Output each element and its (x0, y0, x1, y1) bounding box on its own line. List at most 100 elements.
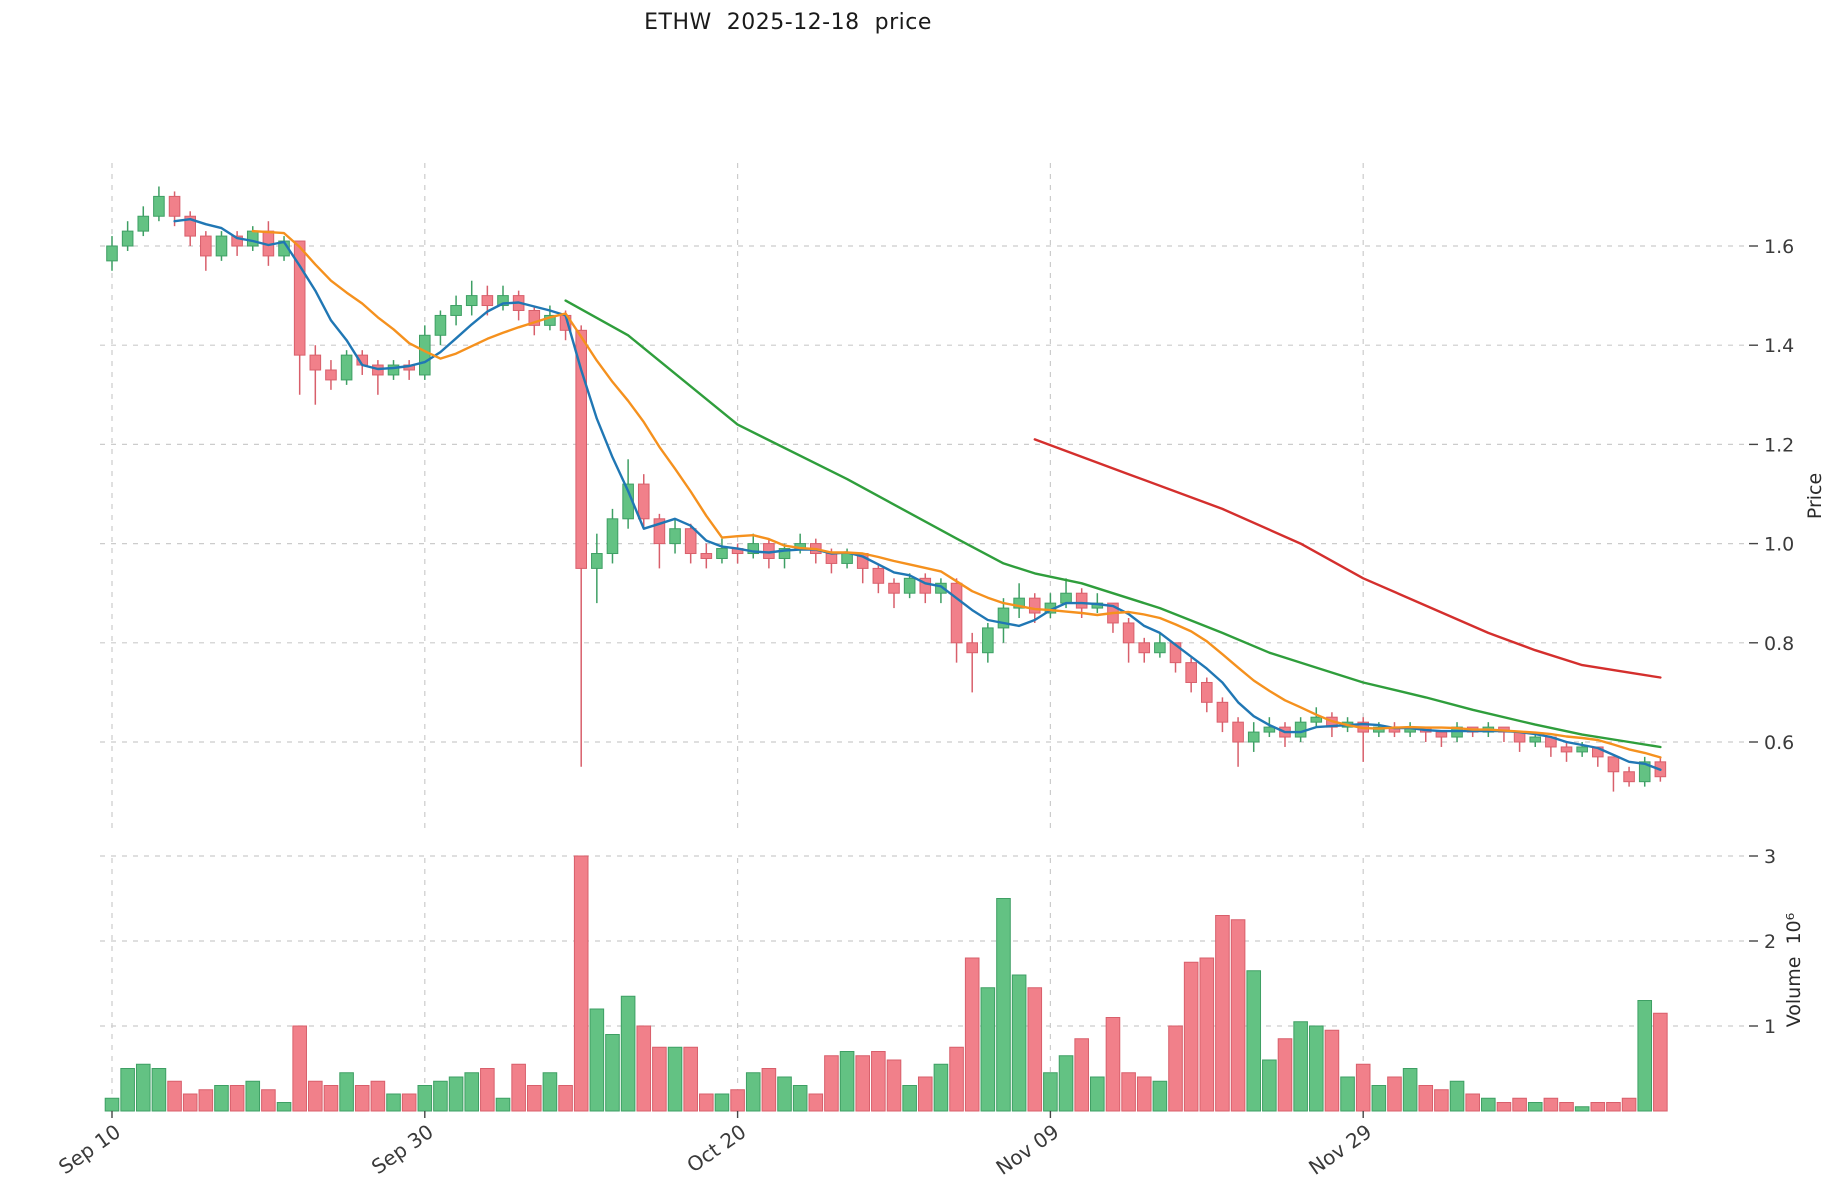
volume-tick-label: 3 (1764, 846, 1776, 868)
candle-body (1013, 597, 1025, 609)
volume-bar (792, 1085, 808, 1112)
volume-bar (1308, 1025, 1324, 1112)
volume-bar (1136, 1076, 1152, 1112)
candle-body (919, 577, 932, 594)
price-tick-label: 1.6 (1764, 236, 1794, 258)
candle-body (700, 553, 713, 559)
date-tick-label: Nov 09 (991, 1119, 1063, 1179)
volume-bar (730, 1089, 745, 1112)
candle-body (121, 230, 134, 247)
volume-bar (558, 1085, 573, 1112)
volume-bar (1293, 1021, 1308, 1112)
volume-bar (1168, 1025, 1183, 1112)
volume-bar (480, 1068, 495, 1112)
candle-body (684, 528, 697, 555)
candles-layer (106, 186, 1667, 792)
candle-body (575, 329, 588, 569)
volume-bar (1606, 1102, 1621, 1112)
candle-body (544, 314, 556, 326)
candle-body (1122, 622, 1135, 644)
volume-bar (714, 1093, 730, 1112)
volume-bar (980, 987, 996, 1112)
volume-bar (401, 1093, 417, 1112)
candle-body (966, 642, 979, 654)
candle-body (106, 245, 118, 262)
candle-body (606, 518, 619, 555)
volume-bar (1027, 987, 1043, 1112)
volume-bars-layer (104, 855, 1668, 1112)
volume-bar (323, 1085, 339, 1112)
candle-body (1154, 642, 1166, 654)
volume-bar (542, 1072, 558, 1112)
volume-bar (386, 1093, 401, 1112)
volume-bar (1543, 1097, 1559, 1112)
volume-bar (667, 1046, 683, 1112)
chart-title: ETHW 2025-12-18 price (644, 10, 932, 35)
volume-bar (652, 1046, 667, 1112)
candle-body (1576, 746, 1588, 753)
volume-bar (1574, 1106, 1590, 1112)
volume-bar (229, 1085, 245, 1112)
volume-bar (182, 1093, 198, 1112)
candle-body (841, 553, 853, 564)
volume-bar (167, 1080, 182, 1112)
volume-bar (448, 1076, 464, 1112)
candle-body (950, 582, 963, 644)
candle-body (528, 309, 541, 326)
volume-bar (370, 1080, 386, 1112)
grid-layer (100, 163, 1749, 1111)
ma-lines-layer (173, 217, 1662, 771)
date-tick-label: Sep 10 (54, 1119, 125, 1179)
candle-body (184, 215, 196, 237)
candle-body (215, 235, 228, 257)
volume-tick-label: 1 (1764, 1016, 1776, 1038)
candle-body (872, 567, 885, 584)
candle-body (231, 235, 243, 247)
volume-bar (135, 1063, 151, 1112)
volume-bar (855, 1055, 871, 1112)
volume-bar (1621, 1097, 1637, 1112)
candle-body (1529, 736, 1542, 743)
price-tick-label: 1.0 (1764, 534, 1794, 556)
candle-body (1435, 731, 1448, 738)
volume-bar (886, 1059, 902, 1112)
volume-bar (1262, 1059, 1277, 1112)
volume-bar (1011, 974, 1027, 1112)
candle-body (434, 314, 447, 336)
volume-bar (1074, 1038, 1089, 1112)
volume-bar (1230, 919, 1246, 1112)
volume-bar (292, 1025, 307, 1112)
volume-bar (605, 1034, 620, 1112)
volume-bar (198, 1089, 214, 1112)
volume-bar (1043, 1072, 1058, 1112)
volume-bar (276, 1102, 292, 1112)
volume-bar (511, 1063, 526, 1112)
candle-body (825, 553, 838, 564)
volume-bar (1387, 1076, 1402, 1112)
volume-bar (104, 1097, 120, 1112)
candle-body (1247, 731, 1260, 743)
volume-bar (1559, 1102, 1574, 1112)
volume-bar (1637, 1000, 1653, 1112)
volume-bar (339, 1072, 354, 1112)
candle-body (669, 528, 681, 545)
volume-bar (1418, 1085, 1434, 1112)
candle-body (1138, 642, 1151, 654)
candle-body (153, 195, 165, 217)
volume-bar (1496, 1102, 1512, 1112)
volume-bar (1527, 1102, 1543, 1112)
volume-bar (417, 1085, 433, 1112)
ma-xlong-line (1033, 438, 1662, 679)
volume-bar (1183, 961, 1199, 1112)
volume-bar (996, 898, 1011, 1112)
volume-bar (683, 1046, 698, 1112)
price-tick-label: 0.6 (1764, 732, 1794, 754)
price-axis-label: Price (1804, 472, 1826, 520)
candle-body (293, 240, 306, 356)
candle-body (309, 354, 322, 371)
volume-bar (808, 1093, 824, 1112)
candle-body (1310, 716, 1323, 723)
candle-body (903, 577, 916, 594)
volume-bar (1590, 1102, 1606, 1112)
volume-bar (871, 1051, 886, 1112)
